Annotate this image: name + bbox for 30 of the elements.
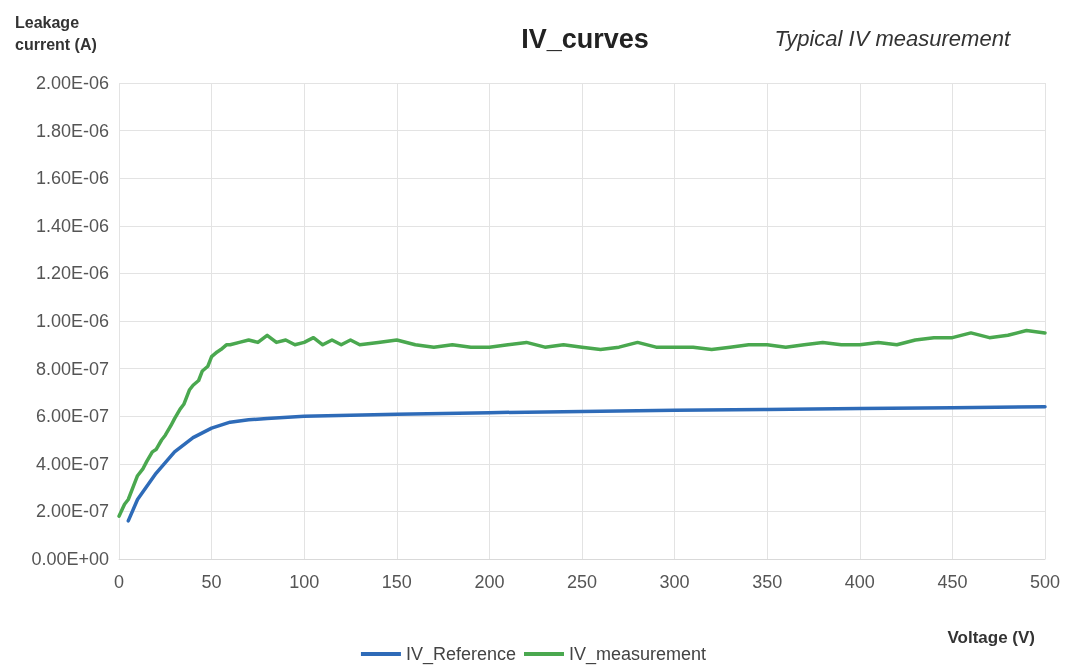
y-tick-label: 1.20E-06 xyxy=(35,263,109,284)
line-series xyxy=(126,404,1047,523)
y-axis-title: Leakage current (A) xyxy=(15,13,97,53)
x-tick-label: 250 xyxy=(566,572,598,592)
y-tick-label: 0.00E+00 xyxy=(31,549,109,569)
x-tick-label: 350 xyxy=(752,572,783,592)
legend-label: IV_Reference xyxy=(405,644,517,665)
x-tick-label: 150 xyxy=(381,572,412,592)
line-series xyxy=(117,328,1047,518)
y-tick-label: 1.60E-06 xyxy=(35,168,109,189)
x-tick-label: 100 xyxy=(289,572,320,592)
y-tick-label: 1.40E-06 xyxy=(35,215,109,236)
x-tick-label: 450 xyxy=(937,572,968,592)
legend-label: IV_measurement xyxy=(569,644,707,665)
x-tick-label: 0 xyxy=(113,572,125,592)
x-tick-label: 400 xyxy=(844,572,875,592)
chart-title: IV_curves xyxy=(521,23,649,54)
x-tick-label: 500 xyxy=(1029,572,1061,592)
y-tick-label: 6.00E-07 xyxy=(35,406,109,427)
y-tick-label: 1.80E-06 xyxy=(35,120,109,141)
y-tick-label: 8.00E-07 xyxy=(35,358,109,379)
y-tick-label: 2.00E-07 xyxy=(35,501,109,522)
x-tick-label: 50 xyxy=(201,572,222,592)
y-tick-label: 2.00E-06 xyxy=(35,73,109,93)
y-tick-label: 4.00E-07 xyxy=(35,453,109,474)
y-tick-label: 1.00E-06 xyxy=(35,311,109,331)
x-tick-label: 200 xyxy=(474,572,505,592)
x-tick-label: 300 xyxy=(659,572,690,592)
chart-subtitle: Typical IV measurement xyxy=(774,25,1011,51)
x-axis-title: Voltage (V) xyxy=(947,628,1035,647)
